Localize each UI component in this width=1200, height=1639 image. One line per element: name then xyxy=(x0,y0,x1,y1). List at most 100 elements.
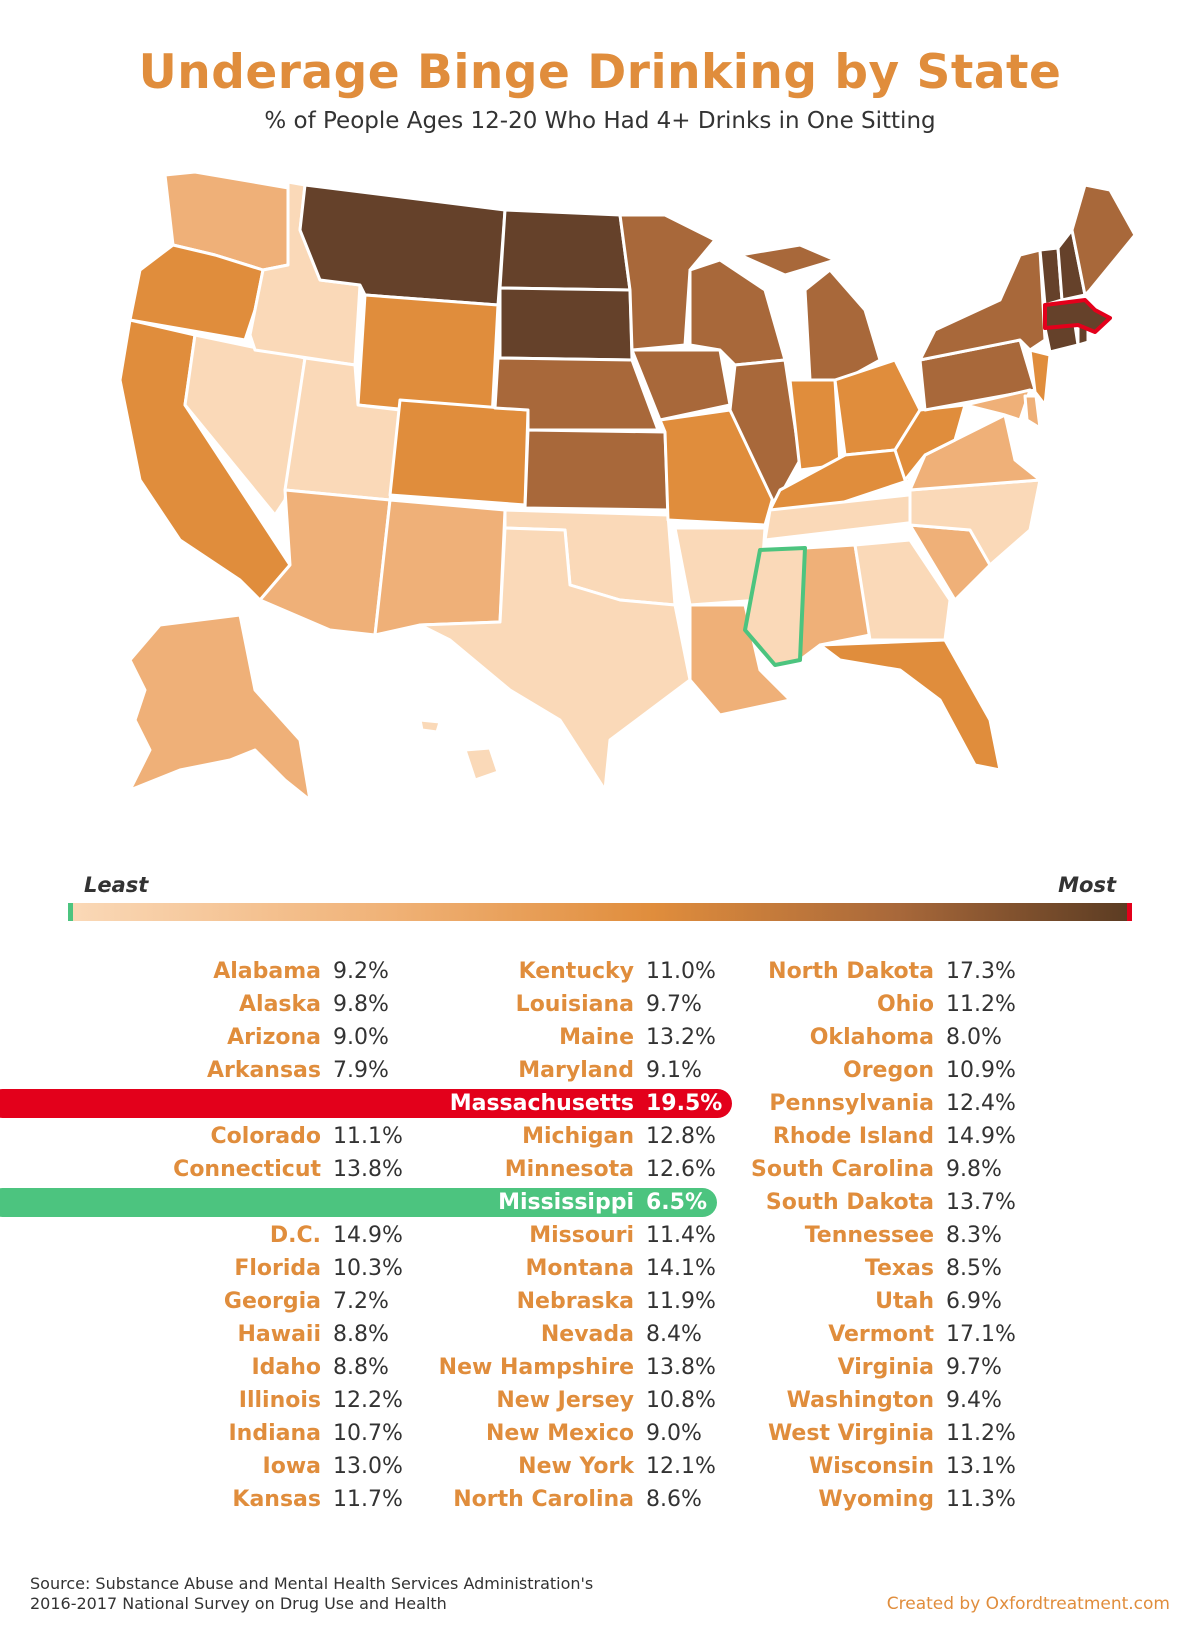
state-value: 8.6% xyxy=(646,1487,702,1512)
state-value: 8.0% xyxy=(946,1025,1002,1050)
state-row: Oregon 10.9% xyxy=(0,1054,1016,1087)
state-value: 8.5% xyxy=(946,1256,1002,1281)
state-name: Georgia xyxy=(223,1289,321,1314)
state-row: Texas 8.5% xyxy=(0,1252,1016,1285)
state-name: Mississippi xyxy=(498,1190,634,1215)
state-value: 9.8% xyxy=(333,992,389,1017)
state-maine xyxy=(1070,183,1137,297)
state-name: Wyoming xyxy=(818,1487,934,1512)
state-name: Kansas xyxy=(232,1487,321,1512)
state-row: New Jersey 10.8% xyxy=(0,1384,722,1417)
state-name: Pennsylvania xyxy=(769,1091,934,1116)
state-mississippi xyxy=(743,546,807,667)
state-oregon xyxy=(128,243,265,342)
state-name: Wisconsin xyxy=(808,1454,934,1479)
state-name: Maine xyxy=(559,1025,634,1050)
state-row: North Carolina 8.6% xyxy=(0,1483,722,1516)
state-row: Idaho 8.8% xyxy=(0,1351,403,1384)
state-row: Colorado 11.1% xyxy=(0,1120,403,1153)
state-row: Vermont 17.1% xyxy=(0,1318,1016,1351)
state-name: Idaho xyxy=(251,1355,321,1380)
state-name: Arkansas xyxy=(206,1058,321,1083)
state-florida xyxy=(818,638,1002,772)
state-value: 11.3% xyxy=(946,1487,1016,1512)
state-value: 9.7% xyxy=(946,1355,1002,1380)
state-row: West Virginia 11.2% xyxy=(0,1417,1016,1450)
page-title: Underage Binge Drinking by State xyxy=(138,45,1062,100)
state-name: Alabama xyxy=(213,959,321,984)
state-name: Louisiana xyxy=(515,992,634,1017)
state-row: Arkansas 7.9% xyxy=(0,1054,403,1087)
state-value: 9.1% xyxy=(646,1058,702,1083)
state-name: Missouri xyxy=(529,1223,634,1248)
state-row: North Dakota 17.3% xyxy=(0,955,1016,988)
state-value: 11.7% xyxy=(333,1487,403,1512)
state-row: Wisconsin 13.1% xyxy=(0,1450,1016,1483)
state-name: Utah xyxy=(875,1289,934,1314)
state-row: Louisiana 9.7% xyxy=(0,988,722,1021)
state-row: Oklahoma 8.0% xyxy=(0,1021,1016,1054)
us-state-map xyxy=(118,170,1137,802)
state-kansas xyxy=(523,428,670,512)
state-row: Tennessee 8.3% xyxy=(0,1219,1016,1252)
state-row: South Dakota 13.7% xyxy=(0,1186,1016,1219)
state-value: 8.3% xyxy=(946,1223,1002,1248)
state-row: New Mexico 9.0% xyxy=(0,1417,722,1450)
state-name: Florida xyxy=(234,1256,321,1281)
state-virginia xyxy=(908,413,1042,492)
state-row: Arizona 9.0% xyxy=(0,1021,403,1054)
state-name: Arizona xyxy=(227,1025,321,1050)
source-note: Source: Substance Abuse and Mental Healt… xyxy=(30,1574,593,1614)
state-name: West Virginia xyxy=(767,1421,934,1446)
state-value: 9.0% xyxy=(646,1421,702,1446)
state-value: 12.8% xyxy=(646,1124,716,1149)
state-name: Maryland xyxy=(518,1058,634,1083)
state-name: Kentucky xyxy=(518,959,634,984)
state-name: New Jersey xyxy=(496,1388,634,1413)
state-row: Pennsylvania 12.4% xyxy=(0,1087,1016,1120)
state-name: New Hampshire xyxy=(438,1355,634,1380)
state-indiana xyxy=(788,378,842,472)
legend-low-marker xyxy=(68,903,73,921)
state-name: Illinois xyxy=(238,1388,321,1413)
state-value: 12.4% xyxy=(946,1091,1016,1116)
state-name: Alaska xyxy=(239,992,321,1017)
state-value: 17.3% xyxy=(946,959,1016,984)
state-value: 10.9% xyxy=(946,1058,1016,1083)
source-line-2: 2016-2017 National Survey on Drug Use an… xyxy=(30,1594,447,1613)
state-row: Michigan 12.8% xyxy=(0,1120,722,1153)
state-list-column-1: Alabama 9.2% Alaska 9.8% Arizona 9.0% Arkansas… xyxy=(0,955,403,1516)
state-alaska xyxy=(128,613,312,802)
credit-line: Created by Oxfordtreatment.com xyxy=(886,1594,1170,1614)
state-name: Vermont xyxy=(828,1322,934,1347)
state-value: 8.8% xyxy=(333,1322,389,1347)
legend-least-label: Least xyxy=(84,873,149,897)
state-value: 13.2% xyxy=(646,1025,716,1050)
source-line-1: Source: Substance Abuse and Mental Healt… xyxy=(30,1574,594,1593)
state-value: 11.9% xyxy=(646,1289,716,1314)
state-row: Mississippi 6.5% xyxy=(0,1186,722,1219)
state-name: Indiana xyxy=(228,1421,322,1446)
state-row: Washington 9.4% xyxy=(0,1384,1016,1417)
state-wyoming xyxy=(356,293,500,420)
state-name: D.C. xyxy=(269,1223,321,1248)
state-name: Montana xyxy=(525,1256,634,1281)
state-value: 9.8% xyxy=(946,1157,1002,1182)
state-row: Missouri 11.4% xyxy=(0,1219,722,1252)
state-value: 8.8% xyxy=(333,1355,389,1380)
state-minnesota xyxy=(618,213,717,352)
state-michigan-up xyxy=(738,243,837,277)
highest-highlight-pill xyxy=(0,1089,732,1118)
state-west-virginia xyxy=(893,403,967,482)
state-value: 13.8% xyxy=(646,1355,716,1380)
state-value: 10.8% xyxy=(646,1388,716,1413)
state-list-column-2: Kentucky 11.0% Louisiana 9.7% Maine 13.2% Mary… xyxy=(0,955,732,1516)
state-name: South Dakota xyxy=(765,1190,934,1215)
state-row: Florida 10.3% xyxy=(0,1252,403,1285)
state-name: Ohio xyxy=(876,992,934,1017)
state-value: 11.0% xyxy=(646,959,716,984)
state-row: Maryland 9.1% xyxy=(0,1054,722,1087)
state-colorado xyxy=(388,398,530,507)
state-row: Nevada 8.4% xyxy=(0,1318,722,1351)
state-value: 11.1% xyxy=(333,1124,403,1149)
